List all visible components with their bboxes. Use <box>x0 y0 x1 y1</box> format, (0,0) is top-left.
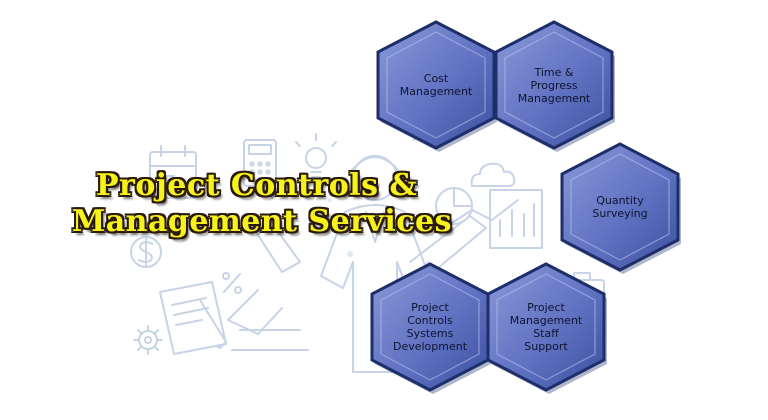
hex-label: Project Controls Systems Development <box>392 301 468 353</box>
hexagon-shape <box>560 142 681 274</box>
title-line-1: Project Controls & <box>96 168 418 203</box>
gear-icon <box>133 325 163 355</box>
hex-label: Time & Progress Management <box>517 65 591 105</box>
calendar-icon <box>149 145 197 199</box>
dollar-icon <box>130 236 162 268</box>
hex-label: Quantity Surveying <box>592 194 648 220</box>
cloud-icon <box>470 162 516 187</box>
hex-quantity-surveying: Quantity Surveying <box>552 136 688 278</box>
hexagon-shape <box>486 262 607 394</box>
bar-chart-icon <box>489 189 543 249</box>
hex-project-controls-systems-development: Project Controls Systems Development <box>362 256 498 398</box>
calculator-icon <box>243 139 277 187</box>
title-line-2: Management Services <box>72 204 453 239</box>
hex-time-progress-management: Time & Progress Management <box>486 14 622 156</box>
hex-project-management-staff-support: Project Management Staff Support <box>478 256 614 398</box>
lightbulb-icon <box>295 133 337 178</box>
hexagon-shape <box>370 262 491 394</box>
hexagon-shape <box>494 20 615 152</box>
hex-cost-management: Cost Management <box>368 14 504 156</box>
percent-icon <box>222 272 242 294</box>
document-icon <box>159 281 227 355</box>
hex-label: Project Management Staff Support <box>509 301 583 353</box>
pie-chart-icon <box>435 187 473 225</box>
hexagon-shape <box>376 20 497 152</box>
hex-label: Cost Management <box>399 72 473 98</box>
businessman-figure <box>227 155 487 373</box>
